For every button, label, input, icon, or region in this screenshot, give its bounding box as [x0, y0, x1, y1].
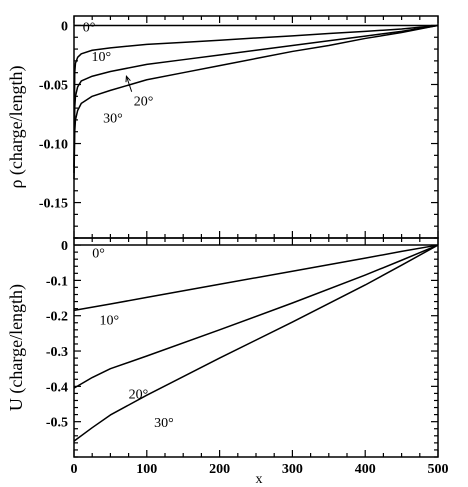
u-annotation-20deg: 20° [129, 388, 149, 403]
u-x-tick-label: 100 [136, 462, 157, 477]
u-x-tick-label: 0 [71, 462, 78, 477]
rho-plot-frame [73, 15, 439, 239]
rho-series-20deg [73, 24, 439, 174]
u-annotation-30deg: 30° [154, 416, 174, 431]
rho-annotation-0deg: 0° [83, 20, 96, 35]
rho-annotation-10deg: 10° [91, 50, 111, 65]
u-annotation-10deg: 10° [99, 314, 119, 329]
u-series-10deg [73, 244, 439, 312]
panel-charge-density: 0 -0.05 -0.10 -0.15 ρ (charge/length) 0° 10° 20… [6, 15, 439, 239]
u-annotation-0deg: 0° [92, 246, 105, 261]
rho-y-tick-label: -0.15 [39, 197, 68, 212]
u-y-tick-label: -0.1 [46, 274, 68, 289]
rho-y-tick-label: 0 [61, 19, 68, 34]
u-x-tick-label: 300 [282, 462, 303, 477]
u-y-axis-title: U (charge/length) [6, 284, 27, 411]
rho-annotation-30deg: 30° [103, 111, 123, 126]
u-y-tick-label: -0.5 [46, 416, 68, 431]
u-y-tick-label: -0.4 [46, 380, 68, 395]
u-series-30deg [73, 244, 439, 442]
u-x-tick-label: 400 [355, 462, 376, 477]
u-plot-frame [73, 237, 439, 458]
rho-y-axis-title: ρ (charge/length) [6, 65, 27, 188]
rho-annotation-20deg: 20° [134, 95, 154, 110]
u-series-20deg [73, 244, 439, 389]
rho-annotation-arrowhead [125, 75, 131, 83]
u-y-tick-label: 0 [61, 239, 68, 254]
rho-series-30deg [73, 24, 439, 179]
rho-y-tick-label: -0.10 [39, 138, 68, 153]
panel-potential: 0 -0.1 -0.2 -0.3 -0.4 -0.5 0 100 200 300 400 500 U (… [6, 237, 449, 487]
rho-annotation-arrow [125, 76, 133, 92]
rho-series-10deg [73, 24, 439, 168]
x-axis-title: x [256, 472, 263, 487]
u-x-tick-label: 200 [209, 462, 230, 477]
rho-y-tick-label: -0.05 [39, 78, 68, 93]
u-x-tick-label: 500 [428, 462, 449, 477]
u-y-tick-label: -0.2 [46, 310, 68, 325]
u-y-tick-label: -0.3 [46, 345, 68, 360]
